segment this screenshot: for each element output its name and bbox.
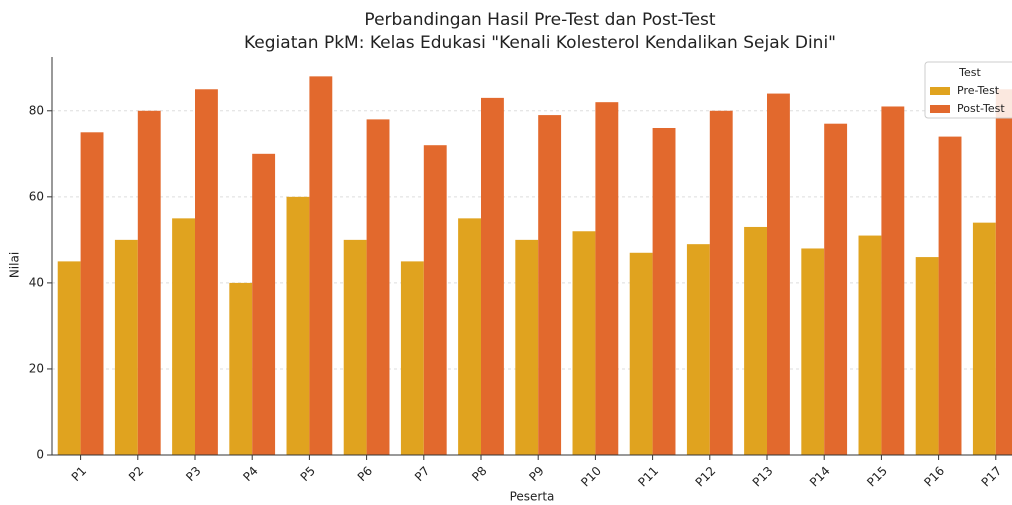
y-tick-label: 60 [29, 189, 44, 203]
bar [938, 136, 962, 455]
bar [744, 226, 767, 455]
x-tick-label: P17 [979, 464, 1005, 490]
x-tick-label: P15 [864, 464, 890, 490]
x-tick-label: P1 [69, 464, 89, 484]
bar [995, 89, 1012, 456]
bar [824, 123, 848, 455]
bar [137, 110, 161, 455]
x-tick-label: P9 [526, 464, 546, 484]
bar [481, 97, 504, 456]
legend-swatch [930, 87, 950, 95]
x-tick-label: P11 [635, 464, 661, 490]
x-tick-label: P7 [412, 464, 432, 484]
bar [629, 252, 653, 455]
y-tick-label: 80 [29, 103, 44, 117]
bar [57, 261, 81, 455]
bar [686, 244, 710, 455]
x-tick-label: P16 [921, 464, 947, 490]
x-tick-label: P8 [469, 464, 489, 484]
bar [972, 222, 996, 455]
bar [423, 145, 447, 456]
y-axis-label: Nilai [8, 252, 22, 278]
x-tick-label: P12 [693, 464, 719, 490]
chart-title: Perbandingan Hasil Pre-Test dan Post-Tes… [364, 10, 715, 30]
bar [538, 115, 562, 455]
x-tick-label: P6 [355, 464, 375, 484]
x-axis-label: Peserta [510, 490, 555, 504]
y-tick-label: 40 [29, 275, 44, 289]
bar [286, 196, 310, 456]
chart-subtitle: Kegiatan PkM: Kelas Edukasi "Kenali Kole… [244, 33, 836, 53]
bar [595, 102, 619, 455]
bar [400, 261, 424, 455]
legend-title: Test [958, 66, 981, 79]
bar [572, 231, 596, 455]
bar [172, 218, 195, 455]
x-tick-label: P5 [298, 464, 318, 484]
bar [801, 248, 825, 455]
x-tick-label: P10 [578, 464, 604, 490]
bar [80, 132, 104, 455]
bar [229, 282, 253, 455]
bar [343, 239, 367, 455]
legend-label: Post-Test [957, 102, 1005, 115]
bar [709, 110, 733, 455]
bar [858, 235, 882, 455]
x-tick-label: P4 [240, 464, 260, 484]
x-tick-label: P3 [183, 464, 203, 484]
y-tick-label: 20 [29, 361, 44, 375]
legend-label: Pre-Test [957, 84, 1000, 97]
bar [458, 218, 481, 455]
y-tick-label: 0 [36, 448, 44, 462]
legend-box [924, 61, 1012, 119]
bar [252, 153, 276, 456]
bar [767, 93, 790, 456]
bar [114, 239, 138, 455]
x-tick-label: P13 [750, 464, 776, 490]
bar [915, 257, 939, 455]
x-tick-label: P2 [126, 464, 146, 484]
x-tick-label: P14 [807, 464, 833, 490]
bar [515, 239, 539, 455]
bar [195, 89, 218, 456]
bar [309, 76, 333, 456]
bar [881, 106, 905, 455]
bar [366, 119, 390, 455]
bar [652, 127, 676, 455]
legend-swatch [930, 105, 950, 113]
